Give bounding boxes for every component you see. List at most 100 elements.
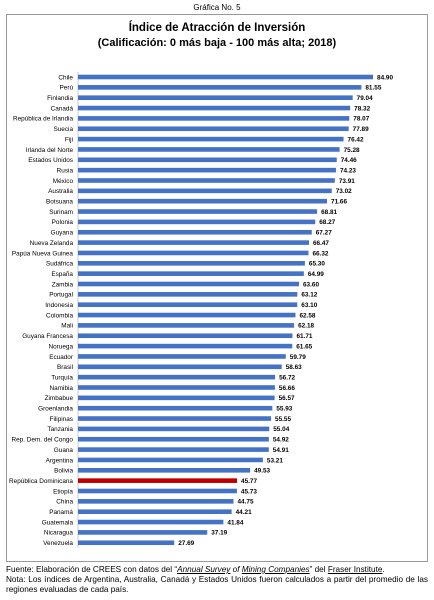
category-label-ecuador: Ecuador (49, 354, 74, 361)
value-label-indonesia: 63.10 (301, 302, 317, 309)
bar-guyana (78, 229, 312, 235)
value-label-papua-nueva-guinea: 66.32 (312, 250, 328, 257)
bar-suecia (78, 126, 349, 132)
category-label-guana: Guana (54, 447, 74, 454)
survey-title-part-b: Mining Companies (241, 565, 310, 574)
value-label-canada: 78.32 (354, 105, 370, 112)
bar-peru (78, 85, 362, 90)
bar-rep-dem-del-congo (78, 436, 269, 442)
value-label-groenlandia: 55.93 (276, 406, 292, 413)
bar-brasil (78, 364, 282, 370)
value-label-panama: 44.21 (236, 509, 252, 516)
category-label-australia: Australia (48, 188, 73, 195)
category-label-republica-de-irlandia: República de Irlandia (13, 116, 73, 123)
category-label-polonia: Polonia (52, 219, 74, 226)
category-label-nueva-zelanda: Nueva Zelanda (30, 240, 74, 247)
value-label-australia: 73.02 (336, 188, 352, 195)
category-label-rusia: Rusia (57, 167, 74, 174)
bar-colombia (78, 312, 296, 318)
category-label-papua-nueva-guinea: Papúa Nueva Guinea (12, 250, 74, 257)
bar-guyana-francesa (78, 333, 293, 339)
value-label-rep-dem-del-congo: 54.92 (273, 437, 289, 444)
value-label-espana: 64.99 (308, 271, 324, 278)
value-label-venezuela: 27.69 (178, 540, 194, 547)
value-label-mali: 62.18 (298, 323, 314, 330)
bar-australia (78, 188, 332, 194)
bar-turquia (78, 374, 276, 380)
value-label-portugal: 63.12 (301, 292, 317, 299)
value-label-ecuador: 59.79 (290, 354, 306, 361)
value-label-rusia: 74.23 (340, 167, 356, 174)
bar-portugal (78, 292, 298, 297)
bar-filipinas (78, 416, 272, 421)
value-label-nicaragua: 37.19 (211, 530, 227, 537)
value-label-sudafrica: 65.30 (309, 261, 325, 268)
category-label-finlandia: Finlandia (47, 95, 73, 102)
bar-fiji (78, 136, 344, 142)
category-label-tanzania: Tanzania (47, 426, 73, 433)
bar-canada (78, 105, 351, 111)
category-label-portugal: Portugal (49, 292, 73, 299)
bar-guatemala (78, 519, 224, 525)
value-label-guatemala: 41.84 (227, 519, 243, 526)
category-label-irlanda-del-norte: Irlanda del Norte (26, 147, 74, 154)
category-label-chile: Chile (58, 74, 73, 81)
category-label-sudafrica: Sudáfrica (46, 261, 73, 268)
value-label-bolivia: 49.53 (254, 468, 270, 475)
category-label-filipinas: Filipinas (50, 416, 73, 423)
bar-etiopia (78, 488, 237, 494)
value-label-brasil: 58.63 (286, 364, 302, 371)
bar-espana (78, 271, 304, 276)
value-label-republica-de-irlandia: 78.07 (353, 116, 369, 123)
category-label-indonesia: Indonesia (45, 302, 73, 309)
bar-venezuela (78, 540, 175, 546)
bar-ecuador (78, 354, 286, 359)
value-label-etiopia: 45.73 (241, 488, 257, 495)
category-label-namibia: Namibia (50, 385, 74, 392)
bar-argentina (78, 457, 263, 463)
category-label-espana: España (51, 271, 73, 278)
bar-nueva-zelanda (78, 240, 309, 245)
category-label-guatemala: Guatemala (42, 519, 74, 526)
category-label-mexico: México (53, 178, 74, 185)
value-label-argentina: 53.21 (267, 457, 283, 464)
bar-chart: Chile 84.90 Perú 81.55 Finlandia 79.04 Canadá 7… (9, 71, 393, 548)
bar-groenlandia (78, 405, 273, 411)
category-label-turquia: Turquía (51, 374, 73, 381)
category-label-estados-unidos: Estados Unidos (28, 157, 73, 164)
figure-caption: Gráfica No. 5 (193, 3, 241, 12)
value-label-zambia: 63.60 (303, 281, 319, 288)
bar-guana (78, 447, 269, 452)
category-label-zimbabue: Zimbabue (45, 395, 74, 402)
bar-panama (78, 509, 232, 514)
category-label-mali: Mali (61, 323, 73, 330)
survey-title-part-a: Annual Survey (177, 565, 231, 574)
category-label-peru: Perú (60, 85, 74, 92)
value-label-botsuana: 71.66 (331, 199, 347, 206)
category-label-china: China (56, 499, 73, 506)
category-label-rep-dem-del-congo: Rep. Dem. del Congo (12, 437, 74, 444)
category-label-noruega: Noruega (48, 343, 73, 350)
bar-irlanda-del-norte (78, 147, 340, 152)
category-label-fiji: Fiji (65, 136, 73, 143)
bar-polonia (78, 219, 316, 225)
value-label-guyana: 67.27 (316, 230, 332, 237)
bar-chile (78, 74, 374, 80)
category-label-zambia: Zambia (52, 281, 74, 288)
bar-namibia (78, 385, 275, 390)
value-label-noruega: 61.65 (296, 343, 312, 350)
category-label-canada: Canadá (51, 105, 74, 112)
value-label-republica-dominicana: 45.77 (241, 478, 257, 485)
value-label-mexico: 73.91 (339, 178, 355, 185)
category-label-surinam: Surinam (49, 209, 73, 216)
value-label-peru: 81.55 (365, 85, 381, 92)
value-label-filipinas: 55.55 (275, 416, 291, 423)
category-label-brasil: Brasil (57, 364, 73, 371)
bar-china (78, 499, 234, 504)
value-label-suecia: 77.89 (353, 126, 369, 133)
bar-zimbabue (78, 395, 275, 401)
category-label-groenlandia: Groenlandia (38, 406, 73, 413)
value-label-guyana-francesa: 61.71 (296, 333, 312, 340)
category-label-etiopia: Etiopía (53, 488, 73, 495)
value-label-tanzania: 55.04 (273, 426, 289, 433)
